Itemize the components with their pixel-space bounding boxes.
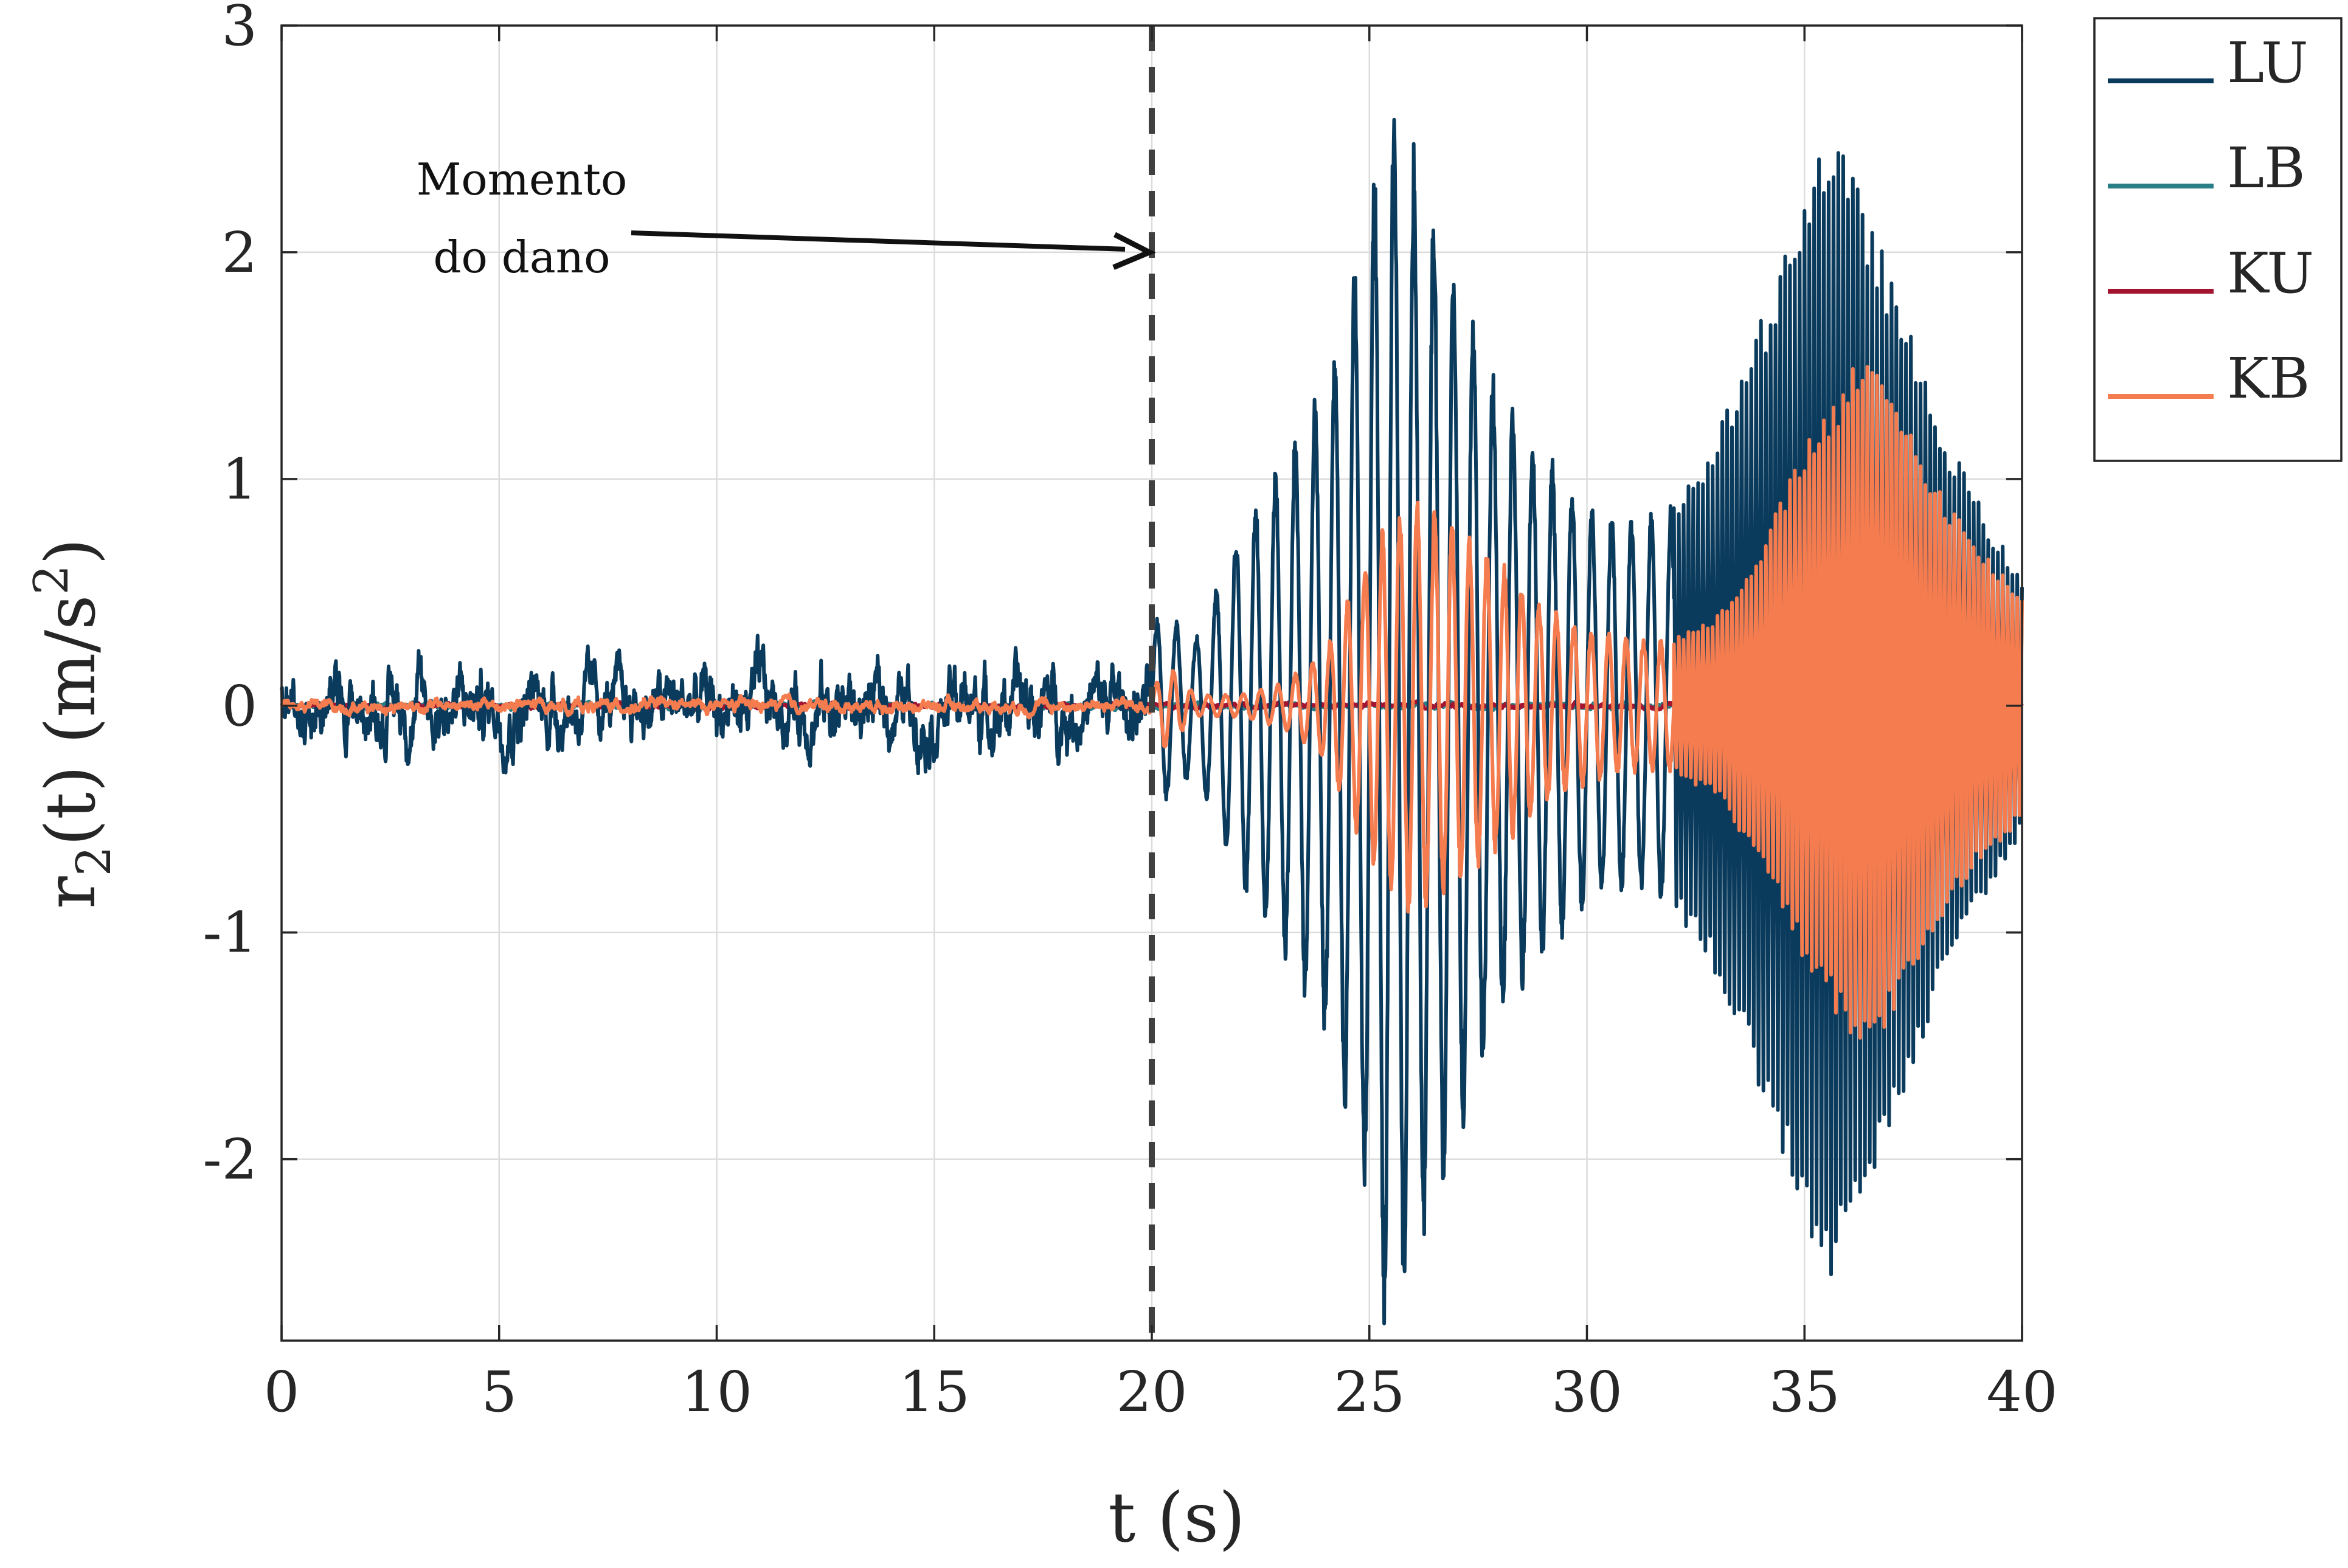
x-tick-label: 15 <box>899 1359 970 1425</box>
x-tick-label: 25 <box>1334 1359 1405 1425</box>
y-axis-label-rest: (t) (m/s <box>32 595 111 846</box>
y-tick-label: 2 <box>221 220 257 285</box>
y-tick-label: 0 <box>221 674 257 739</box>
annotation-line-2: do dano <box>433 232 610 283</box>
x-tick-label: 0 <box>264 1359 300 1425</box>
x-tick-label: 35 <box>1769 1359 1840 1425</box>
x-tick-label: 10 <box>681 1359 752 1425</box>
y-tick-label: 3 <box>221 0 257 58</box>
annotation-arrow-head <box>1112 232 1156 270</box>
annotation-arrow-shaft <box>631 230 1126 252</box>
y-axis-label: r2(t) (m/s2) <box>24 538 122 909</box>
y-tick-label: -2 <box>203 1127 257 1192</box>
x-tick-label: 30 <box>1551 1359 1622 1425</box>
y-axis-label-sub: 2 <box>67 846 122 877</box>
x-tick-label: 5 <box>481 1359 517 1425</box>
series-line-kb <box>280 365 2024 1040</box>
y-axis-label-sup: 2 <box>24 565 79 595</box>
axes: 0 5 10 15 20 25 30 35 40 -2 -1 0 1 2 3 <box>203 0 2057 1425</box>
axis-labels: t (s) r2(t) (m/s2) <box>24 538 1245 1558</box>
legend-label-lb: LB <box>2227 136 2305 201</box>
legend-box <box>2093 17 2343 462</box>
y-axis-label-main: r <box>32 876 111 909</box>
legend-label-ku: KU <box>2227 241 2314 306</box>
x-axis-label: t (s) <box>1108 1479 1245 1558</box>
legend: LU LB KU KB <box>2093 17 2343 462</box>
series-line-lu <box>280 117 2024 1325</box>
y-axis-label-end: ) <box>32 538 111 565</box>
y-tick-label: -1 <box>203 900 257 965</box>
x-tick-label: 40 <box>1986 1359 2057 1425</box>
legend-label-kb: KB <box>2227 346 2310 411</box>
legend-label-lu: LU <box>2227 30 2308 95</box>
annotation-line-1: Momento <box>417 154 628 205</box>
annotation: Momento do dano <box>417 154 1156 283</box>
y-tick-label: 1 <box>221 447 257 512</box>
x-tick-label: 20 <box>1116 1359 1187 1425</box>
